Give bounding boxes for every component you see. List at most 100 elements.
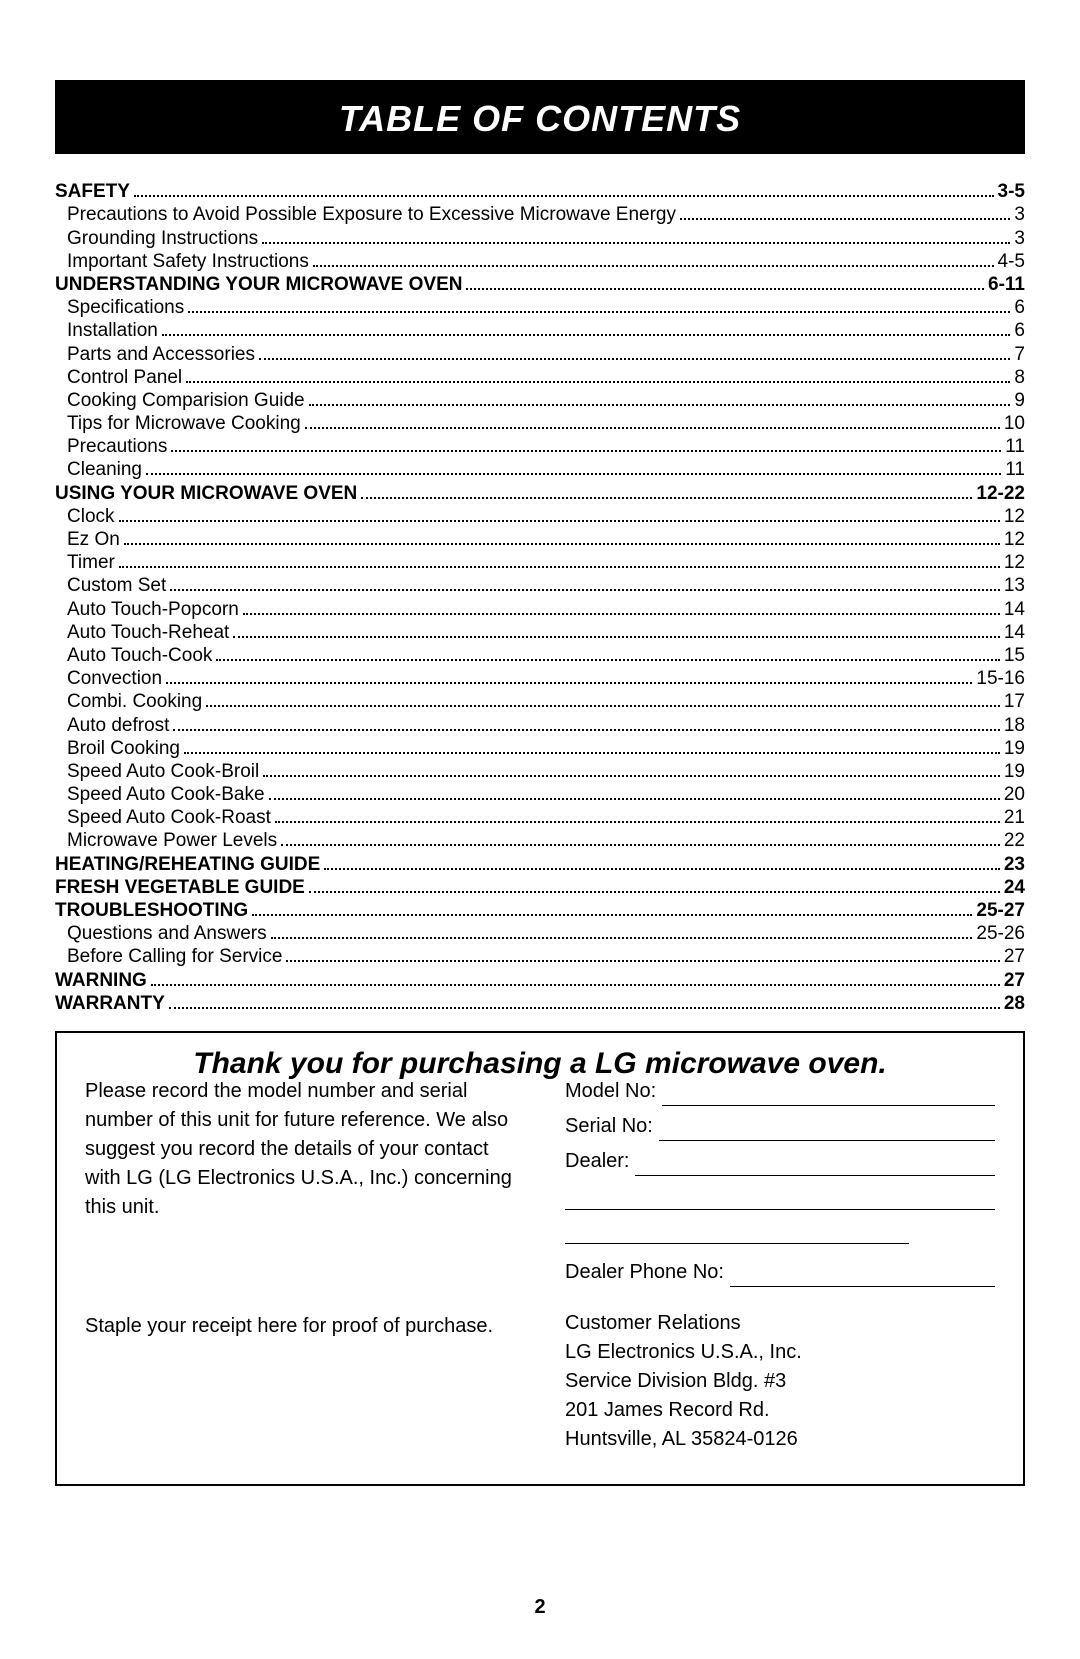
toc-page: 18: [1004, 716, 1025, 735]
toc-leader-dots: [233, 623, 1000, 638]
toc-item: Precautions to Avoid Possible Exposure t…: [55, 205, 1025, 224]
toc-page: 8: [1014, 368, 1025, 387]
toc-item: Microwave Power Levels22: [55, 831, 1025, 850]
toc-leader-dots: [186, 368, 1010, 383]
toc-label: Speed Auto Cook-Roast: [67, 808, 271, 827]
toc-page: 23: [1004, 855, 1025, 874]
toc-item: Custom Set13: [55, 576, 1025, 595]
toc-page: 19: [1004, 762, 1025, 781]
toc-page: 11: [1005, 437, 1025, 456]
toc-page: 20: [1004, 785, 1025, 804]
toc-page: 6: [1014, 321, 1025, 340]
toc-label: Control Panel: [67, 368, 182, 387]
toc-label: Speed Auto Cook-Bake: [67, 785, 265, 804]
toc-label: Parts and Accessories: [67, 345, 255, 364]
record-instructions: Please record the model number and seria…: [85, 1077, 515, 1222]
model-no-label: Model No:: [565, 1077, 656, 1106]
dealer-phone-line[interactable]: [730, 1265, 995, 1287]
toc-leader-dots: [271, 924, 973, 939]
toc-section: FRESH VEGETABLE GUIDE24: [55, 878, 1025, 897]
toc-leader-dots: [680, 205, 1010, 220]
toc-item: Parts and Accessories7: [55, 344, 1025, 363]
toc-label: Before Calling for Service: [67, 947, 282, 966]
toc-leader-dots: [275, 808, 1000, 823]
toc-page: 12: [1004, 530, 1025, 549]
dealer-line-2[interactable]: [565, 1182, 995, 1210]
toc-item: Auto Touch-Popcorn 14: [55, 599, 1025, 618]
toc-page: 4-5: [998, 252, 1025, 271]
toc-label: Ez On: [67, 530, 120, 549]
toc-page: 25-26: [976, 924, 1025, 943]
toc-label: Auto Touch-Popcorn: [67, 600, 239, 619]
toc-label: Questions and Answers: [67, 924, 267, 943]
toc-leader-dots: [252, 901, 972, 916]
toc-label: Auto defrost: [67, 716, 169, 735]
toc-leader-dots: [124, 530, 1000, 545]
model-no-field: Model No:: [565, 1077, 995, 1106]
toc-leader-dots: [166, 669, 972, 684]
toc-page: 3: [1014, 229, 1025, 248]
toc-label: Cleaning: [67, 460, 142, 479]
toc-leader-dots: [263, 762, 1000, 777]
dealer-line-3[interactable]: [565, 1216, 909, 1244]
toc-label: Auto Touch-Reheat: [67, 623, 229, 642]
toc-page: 12: [1004, 553, 1025, 572]
toc-leader-dots: [309, 878, 1000, 893]
toc-item: Precautions 11: [55, 437, 1025, 456]
toc-page: 3-5: [998, 182, 1025, 201]
toc-item: Cleaning11: [55, 460, 1025, 479]
toc-item: Questions and Answers 25-26: [55, 924, 1025, 943]
toc-leader-dots: [269, 785, 1000, 800]
toc-label: Auto Touch-Cook: [67, 646, 212, 665]
toc-item: Important Safety Instructions4-5: [55, 252, 1025, 271]
toc-leader-dots: [169, 994, 1000, 1009]
toc-section: WARNING27: [55, 970, 1025, 989]
toc-leader-dots: [262, 228, 1010, 243]
toc-leader-dots: [119, 553, 1000, 568]
dealer-label: Dealer:: [565, 1147, 629, 1176]
toc-leader-dots: [162, 321, 1011, 336]
toc-leader-dots: [243, 599, 1000, 614]
toc-leader-dots: [188, 298, 1010, 313]
addr-line: Huntsville, AL 35824-0126: [565, 1425, 995, 1454]
toc-section: UNDERSTANDING YOUR MICROWAVE OVEN6-11: [55, 275, 1025, 294]
toc-label: Cooking Comparision Guide: [67, 391, 305, 410]
left-column: Please record the model number and seria…: [85, 1077, 515, 1454]
toc-item: Tips for Microwave Cooking10: [55, 414, 1025, 433]
toc-page: 15: [1004, 646, 1025, 665]
toc-leader-dots: [119, 507, 1000, 522]
toc-section: SAFETY 3-5: [55, 182, 1025, 201]
toc-item: Speed Auto Cook-Roast21: [55, 808, 1025, 827]
toc-label: WARNING: [55, 971, 147, 990]
toc-leader-dots: [216, 646, 999, 661]
toc-section: WARRANTY28: [55, 994, 1025, 1013]
toc-item: Installation6: [55, 321, 1025, 340]
serial-no-label: Serial No:: [565, 1112, 653, 1141]
toc-label: Tips for Microwave Cooking: [67, 414, 301, 433]
dealer-line[interactable]: [635, 1154, 995, 1176]
toc-label: Specifications: [67, 298, 184, 317]
toc-page: 14: [1004, 623, 1025, 642]
toc-leader-dots: [151, 970, 1000, 985]
thank-you-heading: Thank you for purchasing a LG microwave …: [85, 1047, 995, 1081]
toc-page: 9: [1014, 391, 1025, 410]
toc-item: Combi. Cooking 17: [55, 692, 1025, 711]
toc-label: FRESH VEGETABLE GUIDE: [55, 878, 305, 897]
toc-page: 17: [1004, 692, 1025, 711]
toc-leader-dots: [313, 252, 994, 267]
model-no-line[interactable]: [662, 1084, 995, 1106]
toc-item: Auto Touch-Reheat 14: [55, 623, 1025, 642]
toc-page: 6: [1014, 298, 1025, 317]
receipt-note: Staple your receipt here for proof of pu…: [85, 1312, 515, 1341]
toc-label: TROUBLESHOOTING: [55, 901, 248, 920]
toc-item: Auto Touch-Cook 15: [55, 646, 1025, 665]
toc-item: Broil Cooking19: [55, 739, 1025, 758]
serial-no-line[interactable]: [659, 1119, 995, 1141]
toc-item: Specifications 6: [55, 298, 1025, 317]
toc-label: Precautions: [67, 437, 167, 456]
toc-leader-dots: [309, 391, 1011, 406]
toc-label: Combi. Cooking: [67, 692, 202, 711]
toc-label: UNDERSTANDING YOUR MICROWAVE OVEN: [55, 275, 462, 294]
toc-label: SAFETY: [55, 182, 130, 201]
toc-page: 14: [1004, 600, 1025, 619]
